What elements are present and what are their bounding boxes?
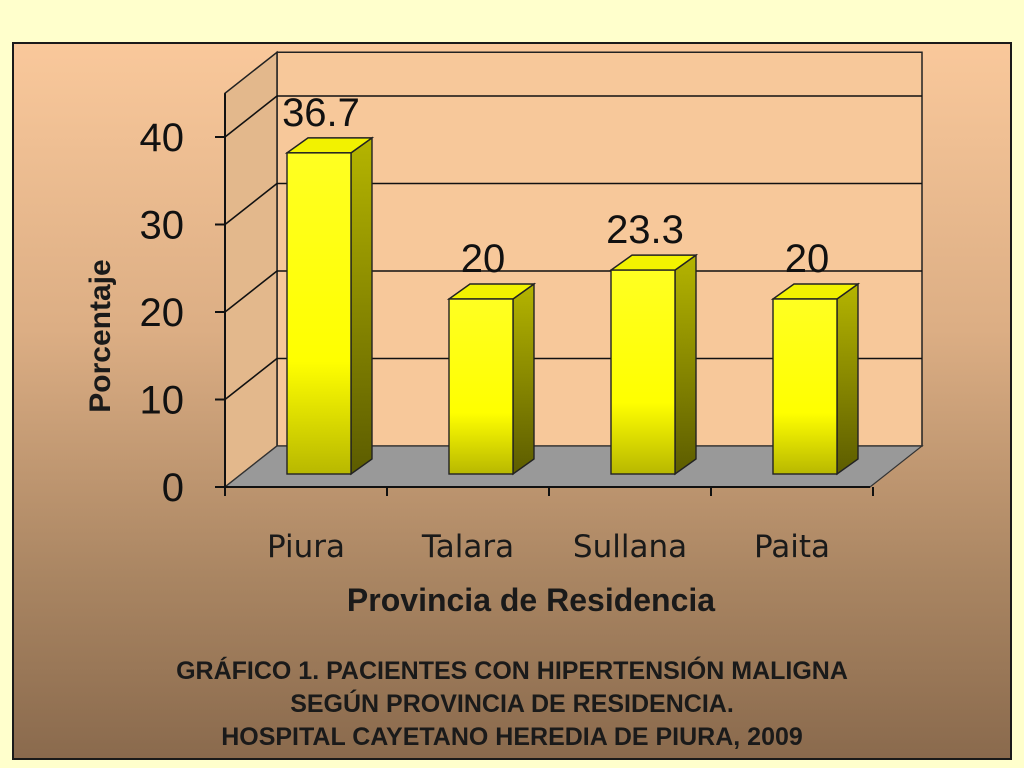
bar-side [836, 282, 859, 476]
bar [608, 253, 699, 476]
chart-caption-line-3: HOSPITAL CAYETANO HEREDIA DE PIURA, 2009 [221, 723, 803, 751]
gridline-side [224, 357, 278, 401]
bar [770, 282, 861, 476]
x-tick-label: Paita [754, 529, 830, 565]
chart-caption-line-2: SEGÚN PROVINCIA DE RESIDENCIA. [290, 690, 734, 718]
bar [446, 282, 537, 476]
x-tick-label: Talara [421, 529, 514, 565]
bar-side [512, 282, 535, 476]
bar-front [610, 269, 676, 475]
data-label: 36.7 [282, 91, 360, 135]
data-label: 20 [461, 237, 506, 281]
gridline-side [224, 270, 278, 313]
bar-side [350, 136, 373, 476]
data-label: 20 [785, 237, 830, 281]
bar-front [286, 152, 352, 475]
y-axis-label: Porcentaje [84, 259, 117, 412]
y-tick-label: 20 [140, 291, 185, 335]
y-tick-label: 30 [140, 204, 185, 248]
x-tick-label: Piura [267, 529, 345, 565]
data-label: 23.3 [606, 208, 684, 252]
bar-front [448, 298, 514, 475]
x-axis-label: Provincia de Residencia [347, 582, 715, 618]
bar [284, 136, 375, 476]
y-tick-label: 0 [162, 466, 184, 510]
bar-side [674, 253, 697, 476]
y-tick-label: 40 [140, 116, 185, 160]
gridline-side [224, 95, 278, 138]
chart-caption-line-1: GRÁFICO 1. PACIENTES CON HIPERTENSIÓN MA… [176, 657, 848, 685]
x-tick-label: Sullana [573, 529, 687, 565]
gridline-side [224, 182, 278, 226]
y-tick-label: 10 [140, 379, 185, 423]
bar-front [772, 298, 838, 475]
